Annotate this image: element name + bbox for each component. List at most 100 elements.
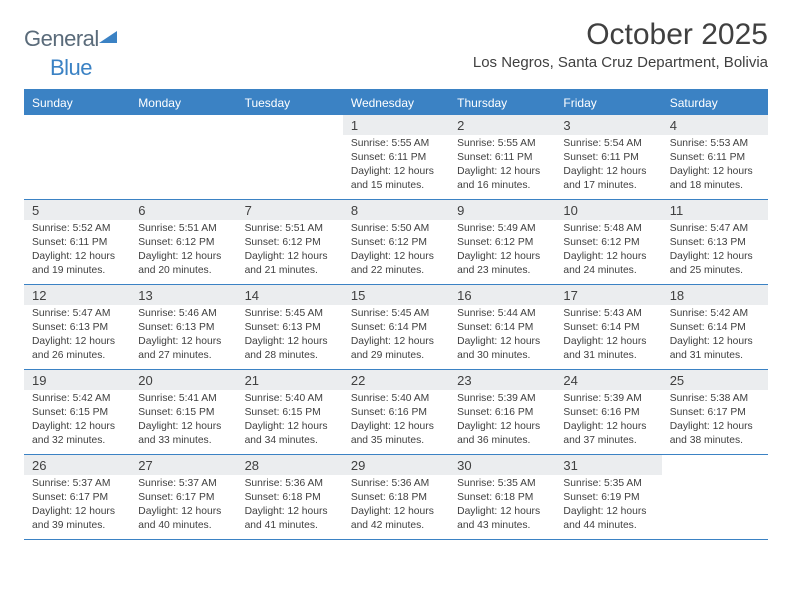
day-cell: 19Sunrise: 5:42 AMSunset: 6:15 PMDayligh… — [24, 370, 130, 454]
day-number: 17 — [555, 285, 661, 305]
day-cell: 14Sunrise: 5:45 AMSunset: 6:13 PMDayligh… — [237, 285, 343, 369]
day-cell: 3Sunrise: 5:54 AMSunset: 6:11 PMDaylight… — [555, 115, 661, 199]
page: General October 2025 Los Negros, Santa C… — [0, 0, 792, 564]
weekday-sun: Sunday — [24, 91, 130, 115]
day-number: 11 — [662, 200, 768, 220]
day-number: 9 — [449, 200, 555, 220]
day-body: Sunrise: 5:39 AMSunset: 6:16 PMDaylight:… — [555, 390, 661, 454]
day-cell: 7Sunrise: 5:51 AMSunset: 6:12 PMDaylight… — [237, 200, 343, 284]
day-body: Sunrise: 5:38 AMSunset: 6:17 PMDaylight:… — [662, 390, 768, 454]
day-cell: 31Sunrise: 5:35 AMSunset: 6:19 PMDayligh… — [555, 455, 661, 539]
day-cell: 11Sunrise: 5:47 AMSunset: 6:13 PMDayligh… — [662, 200, 768, 284]
day-number: 8 — [343, 200, 449, 220]
day-number: 10 — [555, 200, 661, 220]
day-body: Sunrise: 5:40 AMSunset: 6:16 PMDaylight:… — [343, 390, 449, 454]
day-body: Sunrise: 5:47 AMSunset: 6:13 PMDaylight:… — [24, 305, 130, 369]
day-body: Sunrise: 5:51 AMSunset: 6:12 PMDaylight:… — [130, 220, 236, 284]
day-body: Sunrise: 5:40 AMSunset: 6:15 PMDaylight:… — [237, 390, 343, 454]
day-body: Sunrise: 5:49 AMSunset: 6:12 PMDaylight:… — [449, 220, 555, 284]
day-number: 28 — [237, 455, 343, 475]
day-cell: 8Sunrise: 5:50 AMSunset: 6:12 PMDaylight… — [343, 200, 449, 284]
day-body: Sunrise: 5:47 AMSunset: 6:13 PMDaylight:… — [662, 220, 768, 284]
day-cell: 2Sunrise: 5:55 AMSunset: 6:11 PMDaylight… — [449, 115, 555, 199]
day-body: Sunrise: 5:53 AMSunset: 6:11 PMDaylight:… — [662, 135, 768, 199]
day-cell: 9Sunrise: 5:49 AMSunset: 6:12 PMDaylight… — [449, 200, 555, 284]
day-cell: 5Sunrise: 5:52 AMSunset: 6:11 PMDaylight… — [24, 200, 130, 284]
day-number: 29 — [343, 455, 449, 475]
day-number: 3 — [555, 115, 661, 135]
day-cell: 22Sunrise: 5:40 AMSunset: 6:16 PMDayligh… — [343, 370, 449, 454]
day-cell: 30Sunrise: 5:35 AMSunset: 6:18 PMDayligh… — [449, 455, 555, 539]
day-number: 5 — [24, 200, 130, 220]
day-number: 2 — [449, 115, 555, 135]
weekday-thu: Thursday — [449, 91, 555, 115]
day-body: Sunrise: 5:44 AMSunset: 6:14 PMDaylight:… — [449, 305, 555, 369]
day-body: Sunrise: 5:43 AMSunset: 6:14 PMDaylight:… — [555, 305, 661, 369]
day-number: 7 — [237, 200, 343, 220]
empty-cell — [662, 455, 768, 539]
empty-cell — [24, 115, 130, 199]
day-number: 24 — [555, 370, 661, 390]
day-number: 25 — [662, 370, 768, 390]
weekday-sat: Saturday — [662, 91, 768, 115]
day-cell: 20Sunrise: 5:41 AMSunset: 6:15 PMDayligh… — [130, 370, 236, 454]
day-cell: 6Sunrise: 5:51 AMSunset: 6:12 PMDaylight… — [130, 200, 236, 284]
day-number: 26 — [24, 455, 130, 475]
day-body: Sunrise: 5:39 AMSunset: 6:16 PMDaylight:… — [449, 390, 555, 454]
day-cell: 17Sunrise: 5:43 AMSunset: 6:14 PMDayligh… — [555, 285, 661, 369]
week-row: 1Sunrise: 5:55 AMSunset: 6:11 PMDaylight… — [24, 115, 768, 200]
day-number: 31 — [555, 455, 661, 475]
day-cell: 28Sunrise: 5:36 AMSunset: 6:18 PMDayligh… — [237, 455, 343, 539]
day-number: 14 — [237, 285, 343, 305]
day-cell: 16Sunrise: 5:44 AMSunset: 6:14 PMDayligh… — [449, 285, 555, 369]
day-number: 19 — [24, 370, 130, 390]
day-number: 20 — [130, 370, 236, 390]
weekday-mon: Monday — [130, 91, 236, 115]
day-cell: 15Sunrise: 5:45 AMSunset: 6:14 PMDayligh… — [343, 285, 449, 369]
day-cell: 29Sunrise: 5:36 AMSunset: 6:18 PMDayligh… — [343, 455, 449, 539]
day-body: Sunrise: 5:46 AMSunset: 6:13 PMDaylight:… — [130, 305, 236, 369]
weekday-tue: Tuesday — [237, 91, 343, 115]
triangle-icon — [99, 29, 119, 50]
day-cell: 1Sunrise: 5:55 AMSunset: 6:11 PMDaylight… — [343, 115, 449, 199]
weekday-wed: Wednesday — [343, 91, 449, 115]
day-body: Sunrise: 5:50 AMSunset: 6:12 PMDaylight:… — [343, 220, 449, 284]
day-number: 22 — [343, 370, 449, 390]
day-body: Sunrise: 5:55 AMSunset: 6:11 PMDaylight:… — [449, 135, 555, 199]
location: Los Negros, Santa Cruz Department, Boliv… — [473, 54, 768, 71]
title-block: October 2025 Los Negros, Santa Cruz Depa… — [473, 18, 768, 71]
day-body: Sunrise: 5:51 AMSunset: 6:12 PMDaylight:… — [237, 220, 343, 284]
day-body: Sunrise: 5:35 AMSunset: 6:19 PMDaylight:… — [555, 475, 661, 539]
day-cell: 10Sunrise: 5:48 AMSunset: 6:12 PMDayligh… — [555, 200, 661, 284]
day-cell: 4Sunrise: 5:53 AMSunset: 6:11 PMDaylight… — [662, 115, 768, 199]
week-row: 12Sunrise: 5:47 AMSunset: 6:13 PMDayligh… — [24, 285, 768, 370]
day-number: 23 — [449, 370, 555, 390]
week-row: 5Sunrise: 5:52 AMSunset: 6:11 PMDaylight… — [24, 200, 768, 285]
day-cell: 13Sunrise: 5:46 AMSunset: 6:13 PMDayligh… — [130, 285, 236, 369]
day-body: Sunrise: 5:55 AMSunset: 6:11 PMDaylight:… — [343, 135, 449, 199]
day-number: 18 — [662, 285, 768, 305]
day-body: Sunrise: 5:42 AMSunset: 6:15 PMDaylight:… — [24, 390, 130, 454]
day-body: Sunrise: 5:36 AMSunset: 6:18 PMDaylight:… — [343, 475, 449, 539]
month-title: October 2025 — [473, 18, 768, 52]
day-number: 6 — [130, 200, 236, 220]
day-body: Sunrise: 5:48 AMSunset: 6:12 PMDaylight:… — [555, 220, 661, 284]
calendar: Sunday Monday Tuesday Wednesday Thursday… — [24, 89, 768, 540]
day-number: 12 — [24, 285, 130, 305]
week-row: 26Sunrise: 5:37 AMSunset: 6:17 PMDayligh… — [24, 455, 768, 540]
day-body: Sunrise: 5:45 AMSunset: 6:13 PMDaylight:… — [237, 305, 343, 369]
day-cell: 18Sunrise: 5:42 AMSunset: 6:14 PMDayligh… — [662, 285, 768, 369]
logo-text-part1: General — [24, 26, 99, 52]
day-body: Sunrise: 5:36 AMSunset: 6:18 PMDaylight:… — [237, 475, 343, 539]
day-body: Sunrise: 5:37 AMSunset: 6:17 PMDaylight:… — [24, 475, 130, 539]
day-number: 1 — [343, 115, 449, 135]
day-cell: 23Sunrise: 5:39 AMSunset: 6:16 PMDayligh… — [449, 370, 555, 454]
day-cell: 12Sunrise: 5:47 AMSunset: 6:13 PMDayligh… — [24, 285, 130, 369]
day-number: 15 — [343, 285, 449, 305]
day-body: Sunrise: 5:41 AMSunset: 6:15 PMDaylight:… — [130, 390, 236, 454]
logo-text-part2: Blue — [50, 55, 92, 80]
day-cell: 27Sunrise: 5:37 AMSunset: 6:17 PMDayligh… — [130, 455, 236, 539]
day-cell: 21Sunrise: 5:40 AMSunset: 6:15 PMDayligh… — [237, 370, 343, 454]
day-cell: 24Sunrise: 5:39 AMSunset: 6:16 PMDayligh… — [555, 370, 661, 454]
day-number: 16 — [449, 285, 555, 305]
